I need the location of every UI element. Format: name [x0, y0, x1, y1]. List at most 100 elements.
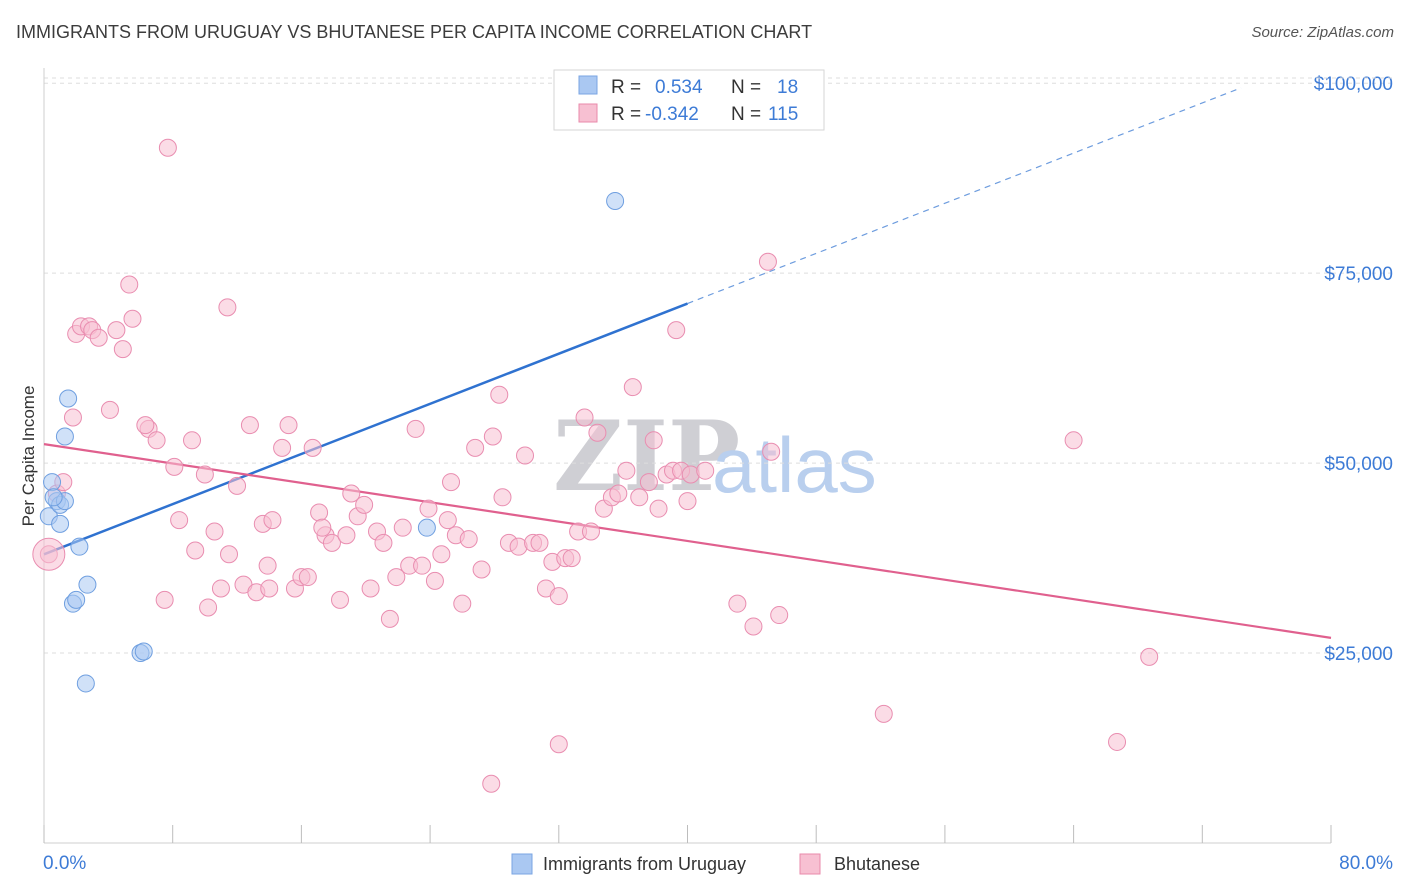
stats-box-frame — [553, 69, 825, 131]
uruguay-point — [51, 514, 70, 533]
stats-n-uruguay: 18 — [777, 77, 798, 98]
uruguay-point — [70, 537, 89, 556]
trend-lines — [43, 87, 1332, 639]
y-tick-label: $50,000 — [1324, 454, 1393, 475]
bhutanese-point — [667, 321, 686, 340]
bhutanese-point — [874, 704, 893, 723]
bhutanese-point — [342, 484, 361, 503]
bhutanese-point — [1064, 431, 1083, 450]
stats-box: R = 0.534 N = 18 R = -0.342 N = 115 — [553, 69, 825, 131]
bhutanese-point — [100, 400, 119, 419]
bhutanese-point — [617, 461, 636, 480]
bhutanese-point — [279, 416, 298, 435]
uruguay-point — [67, 590, 86, 609]
bhutanese-point — [482, 774, 501, 793]
bhutanese-point — [639, 473, 658, 492]
bhutanese-point — [113, 340, 132, 359]
bhutanese-point — [425, 571, 444, 590]
bhutanese-point — [419, 499, 438, 518]
bhutanese-point — [165, 457, 184, 476]
y-tick-label: $75,000 — [1324, 264, 1393, 285]
bhutanese-point — [322, 533, 341, 552]
uruguay-point — [44, 488, 63, 507]
y-tick-label: $100,000 — [1314, 74, 1393, 95]
bhutanese-point — [588, 423, 607, 442]
bhutanese-point — [313, 518, 332, 537]
bhutanese-point — [331, 590, 350, 609]
bhutanese-point — [472, 560, 491, 579]
x-tick-min: 0.0% — [43, 853, 86, 874]
bhutanese-point — [432, 545, 451, 564]
bhutanese-point — [630, 488, 649, 507]
bhutanese-point — [483, 427, 502, 446]
stats-r-uruguay: 0.534 — [655, 77, 703, 98]
trend-line-bhutanese — [43, 443, 1332, 639]
bhutanese-point — [649, 499, 668, 518]
bhutanese-point — [298, 568, 317, 587]
bhutanese-point — [516, 446, 535, 465]
bhutanese-point — [1108, 732, 1127, 751]
data-points — [32, 138, 1159, 793]
bhutanese-point — [453, 594, 472, 613]
bhutanese-point-large — [32, 537, 66, 571]
bhutanese-point — [490, 385, 509, 404]
bhutanese-point — [120, 275, 139, 294]
uruguay-point — [76, 674, 95, 693]
bhutanese-point — [413, 556, 432, 575]
uruguay-point — [78, 575, 97, 594]
bhutanese-point — [1140, 647, 1159, 666]
uruguay-point — [606, 191, 625, 210]
stats-n-label-bhutanese: N = — [731, 104, 761, 125]
bhutanese-point — [744, 617, 763, 636]
bhutanese-point — [107, 321, 126, 340]
x-tick-max: 80.0% — [1339, 853, 1393, 874]
bhutanese-point — [303, 438, 322, 457]
legend-swatch-uruguay — [511, 853, 533, 875]
chart-title: IMMIGRANTS FROM URUGUAY VS BHUTANESE PER… — [16, 22, 813, 42]
bhutanese-point — [170, 511, 189, 530]
stats-swatch-uruguay — [578, 75, 598, 95]
bhutanese-point — [581, 522, 600, 541]
bhutanese-point — [273, 438, 292, 457]
trend-line-uruguay — [43, 302, 688, 556]
bhutanese-point — [63, 408, 82, 427]
bhutanese-point — [263, 511, 282, 530]
bhutanese-point — [466, 438, 485, 457]
bhutanese-point — [240, 416, 259, 435]
bhutanese-point — [530, 533, 549, 552]
watermark-atlas: atlas — [712, 421, 877, 509]
bhutanese-point — [562, 549, 581, 568]
uruguay-point — [417, 518, 436, 537]
bhutanese-point — [89, 328, 108, 347]
bhutanese-point — [442, 473, 461, 492]
bhutanese-point — [575, 408, 594, 427]
bhutanese-point — [678, 492, 697, 511]
bhutanese-point — [493, 488, 512, 507]
bhutanese-point — [549, 735, 568, 754]
bhutanese-point — [258, 556, 277, 575]
bhutanese-point — [374, 533, 393, 552]
bhutanese-point — [218, 298, 237, 317]
bhutanese-point — [220, 545, 239, 564]
bhutanese-point — [549, 587, 568, 606]
bhutanese-point — [228, 476, 247, 495]
bhutanese-point — [387, 568, 406, 587]
legend-label-uruguay: Immigrants from Uruguay — [543, 854, 746, 874]
bhutanese-point — [459, 530, 478, 549]
source-label: Source: ZipAtlas.com — [1251, 24, 1394, 41]
bhutanese-point — [310, 503, 329, 522]
bhutanese-point — [158, 138, 177, 157]
stats-swatch-bhutanese — [578, 103, 598, 123]
bhutanese-point — [406, 419, 425, 438]
bhutanese-point — [696, 461, 715, 480]
trend-line-uruguay-extension — [687, 87, 1242, 305]
bhutanese-point — [205, 522, 224, 541]
y-tick-label: $25,000 — [1324, 644, 1393, 665]
bhutanese-point — [147, 431, 166, 450]
watermark: ZIP atlas — [553, 400, 877, 513]
stats-n-bhutanese: 115 — [768, 104, 798, 125]
bhutanese-point — [609, 484, 628, 503]
bhutanese-point — [186, 541, 205, 560]
stats-r-label-bhutanese: R = — [611, 104, 641, 125]
